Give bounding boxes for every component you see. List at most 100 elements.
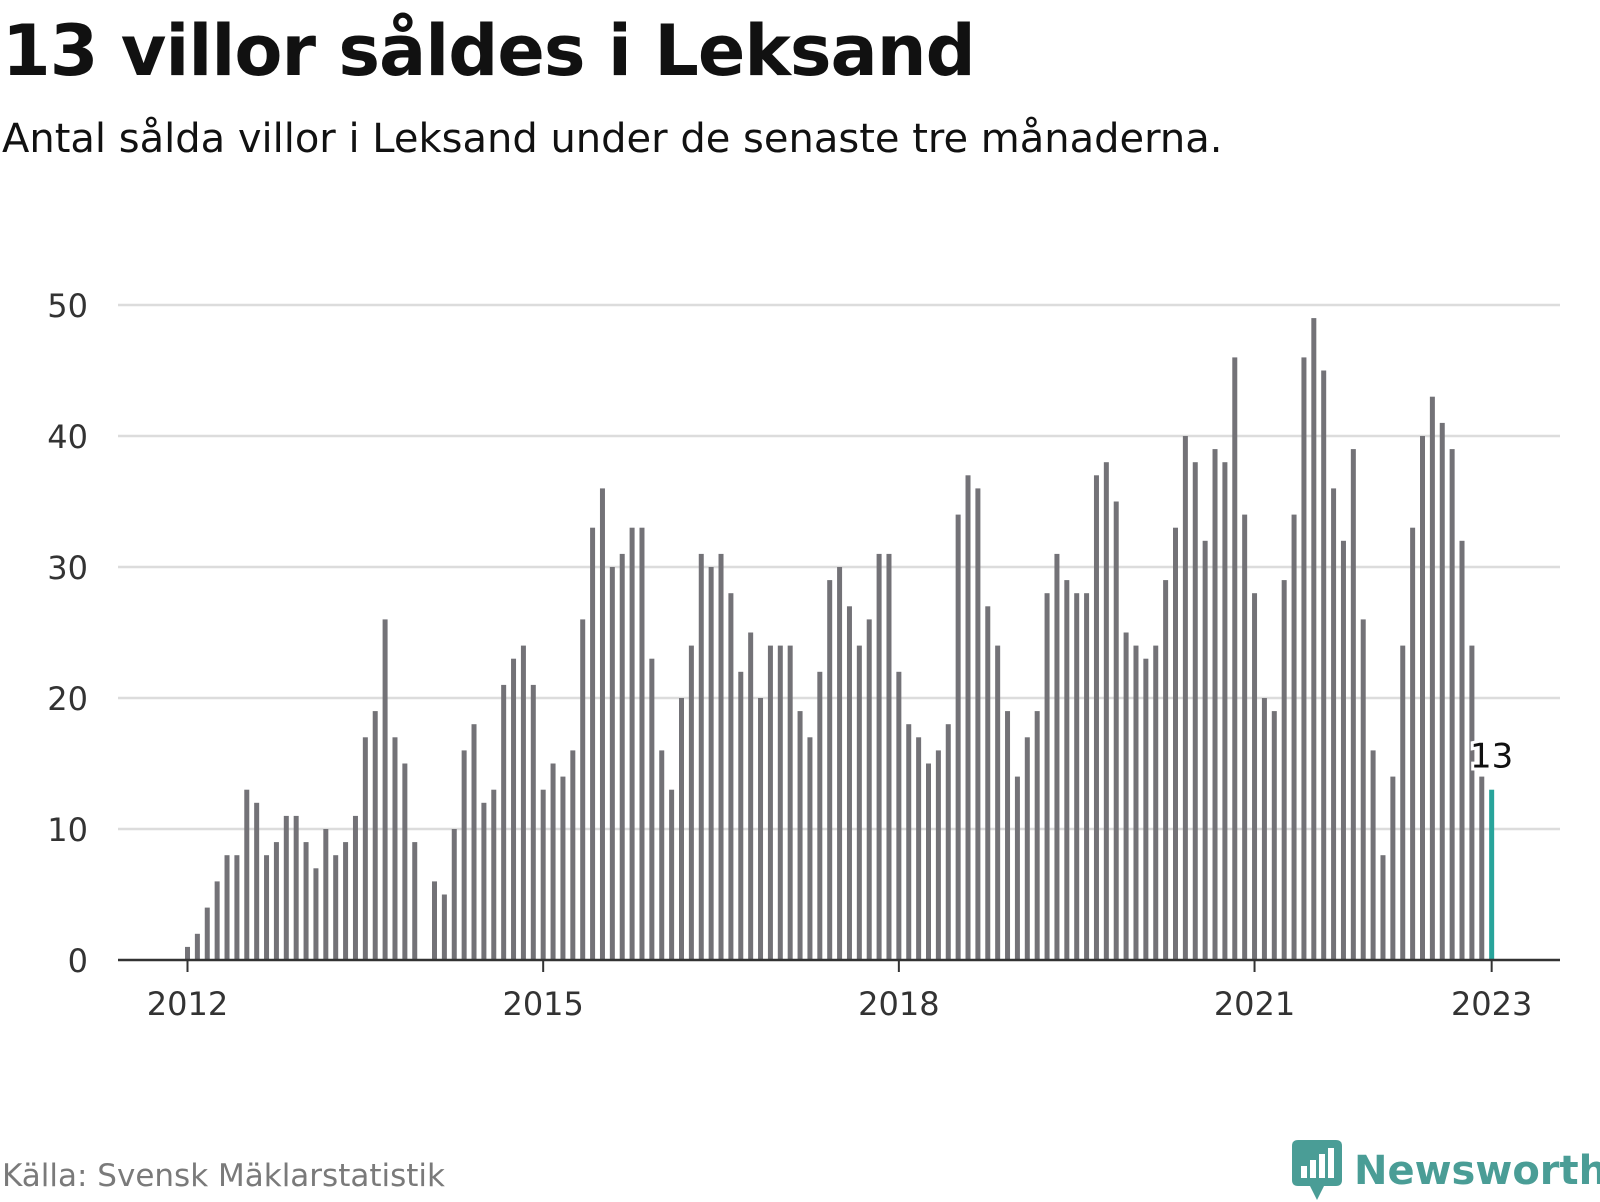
bar bbox=[1271, 711, 1277, 960]
bar bbox=[352, 815, 358, 960]
bar bbox=[1222, 462, 1228, 960]
bar bbox=[590, 527, 596, 960]
bar bbox=[412, 842, 418, 960]
bar bbox=[432, 881, 437, 960]
bar bbox=[481, 802, 487, 960]
bar bbox=[827, 580, 833, 960]
bar bbox=[1469, 645, 1475, 960]
bar bbox=[896, 671, 902, 960]
bar bbox=[471, 724, 477, 960]
bar bbox=[955, 514, 961, 960]
x-tick-label: 2018 bbox=[858, 985, 939, 1023]
bar bbox=[343, 842, 349, 960]
bar bbox=[244, 789, 250, 960]
bar bbox=[906, 724, 912, 960]
bar bbox=[1212, 449, 1218, 960]
bar bbox=[935, 750, 941, 960]
bar bbox=[540, 789, 546, 960]
bar bbox=[975, 488, 981, 960]
bar bbox=[1074, 593, 1080, 960]
bar bbox=[1439, 422, 1445, 960]
bar bbox=[1143, 658, 1149, 960]
brand-logo: Newsworthy bbox=[1292, 1140, 1600, 1202]
chart-subtitle: Antal sålda villor i Leksand under de se… bbox=[2, 116, 1223, 162]
bar bbox=[382, 619, 388, 960]
bar bbox=[1232, 357, 1238, 960]
bar bbox=[1340, 540, 1346, 960]
bar bbox=[1093, 475, 1099, 960]
bar bbox=[283, 815, 289, 960]
bar bbox=[1153, 645, 1159, 960]
bar bbox=[1103, 462, 1109, 960]
bar bbox=[807, 737, 813, 960]
bar bbox=[629, 527, 635, 960]
bar bbox=[926, 763, 931, 960]
brand-name: Newsworthy bbox=[1354, 1148, 1600, 1194]
bar bbox=[1242, 514, 1248, 960]
bar bbox=[1321, 370, 1327, 960]
bar bbox=[1291, 514, 1297, 960]
y-tick-label: 20 bbox=[47, 680, 88, 718]
bar bbox=[194, 933, 200, 960]
bar bbox=[1133, 645, 1139, 960]
bar bbox=[1192, 462, 1198, 960]
bar bbox=[1449, 449, 1455, 960]
y-tick-label: 30 bbox=[47, 549, 88, 587]
bar bbox=[856, 645, 862, 960]
bar bbox=[758, 698, 764, 960]
bar bbox=[837, 567, 843, 960]
bar bbox=[1311, 318, 1317, 961]
bar bbox=[392, 737, 398, 960]
bar bbox=[1459, 540, 1465, 960]
bar bbox=[846, 606, 852, 960]
bar bbox=[886, 553, 892, 960]
bar bbox=[491, 789, 497, 960]
bar bbox=[530, 684, 536, 960]
x-tick-label: 2012 bbox=[147, 985, 228, 1023]
bar bbox=[1202, 540, 1208, 960]
bar bbox=[1479, 776, 1485, 960]
bar bbox=[748, 632, 754, 960]
bar bbox=[461, 750, 467, 960]
bar bbox=[1380, 855, 1386, 960]
bar bbox=[333, 855, 339, 960]
bar bbox=[1034, 711, 1040, 960]
bar bbox=[639, 527, 645, 960]
bar bbox=[372, 711, 378, 960]
bar bbox=[985, 606, 991, 960]
bar bbox=[1420, 436, 1425, 960]
bar bbox=[451, 829, 457, 960]
bar bbox=[1064, 580, 1070, 960]
bar bbox=[1301, 357, 1307, 960]
bar bbox=[185, 946, 190, 960]
bar bbox=[254, 802, 260, 960]
bar bbox=[698, 553, 704, 960]
bar bbox=[1360, 619, 1366, 960]
highlight-value-label: 13 bbox=[1470, 737, 1513, 777]
bar bbox=[1350, 449, 1356, 960]
bar bbox=[1163, 580, 1169, 960]
bar bbox=[649, 658, 655, 960]
x-tick-label: 2023 bbox=[1451, 985, 1532, 1023]
newsworthy-logo-icon bbox=[1292, 1140, 1342, 1200]
bar bbox=[708, 567, 714, 960]
bar bbox=[777, 645, 783, 960]
x-tick-label: 2021 bbox=[1214, 985, 1295, 1023]
bar bbox=[550, 763, 556, 960]
annotations: 13 bbox=[1467, 734, 1516, 780]
bar bbox=[1281, 580, 1287, 960]
y-tick-label: 50 bbox=[47, 287, 88, 325]
bar bbox=[441, 894, 447, 960]
bar bbox=[402, 763, 408, 960]
bar bbox=[511, 658, 517, 960]
bar bbox=[1005, 711, 1011, 960]
bar bbox=[1331, 488, 1337, 960]
bar bbox=[501, 684, 507, 960]
bar bbox=[718, 553, 724, 960]
chart-title: 13 villor såldes i Leksand bbox=[2, 10, 976, 92]
bar bbox=[1054, 553, 1060, 960]
y-axis-ticks: 0 10 20 30 40 50 bbox=[47, 287, 88, 980]
bar bbox=[679, 698, 684, 960]
bar bbox=[520, 645, 526, 960]
bar bbox=[1173, 527, 1178, 960]
